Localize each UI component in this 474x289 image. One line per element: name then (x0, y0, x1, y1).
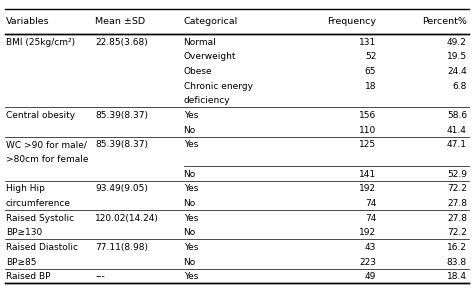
Text: No: No (183, 228, 196, 237)
Text: Yes: Yes (183, 184, 198, 193)
Text: Percent%: Percent% (422, 17, 467, 26)
Text: 74: 74 (365, 214, 376, 223)
Text: 74: 74 (365, 199, 376, 208)
Text: Central obesity: Central obesity (6, 111, 75, 120)
Text: BP≥130: BP≥130 (6, 228, 42, 237)
Text: 125: 125 (359, 140, 376, 149)
Text: Categorical: Categorical (183, 17, 238, 26)
Text: 43: 43 (365, 243, 376, 252)
Text: circumference: circumference (6, 199, 71, 208)
Text: High Hip: High Hip (6, 184, 45, 193)
Text: 27.8: 27.8 (447, 214, 467, 223)
Text: Yes: Yes (183, 243, 198, 252)
Text: No: No (183, 170, 196, 179)
Text: 156: 156 (359, 111, 376, 120)
Text: Mean ±SD: Mean ±SD (95, 17, 146, 26)
Text: 72.2: 72.2 (447, 184, 467, 193)
Text: 72.2: 72.2 (447, 228, 467, 237)
Text: Yes: Yes (183, 272, 198, 281)
Text: 65: 65 (365, 67, 376, 76)
Text: 223: 223 (359, 257, 376, 266)
Text: 120.02(14.24): 120.02(14.24) (95, 214, 159, 223)
Text: 47.1: 47.1 (447, 140, 467, 149)
Text: 6.8: 6.8 (453, 81, 467, 90)
Text: 192: 192 (359, 228, 376, 237)
Text: 41.4: 41.4 (447, 126, 467, 135)
Text: 110: 110 (359, 126, 376, 135)
Text: 85.39(8.37): 85.39(8.37) (95, 111, 148, 120)
Text: 77.11(8.98): 77.11(8.98) (95, 243, 148, 252)
Text: 19.5: 19.5 (447, 52, 467, 61)
Text: Raised BP: Raised BP (6, 272, 50, 281)
Text: 18: 18 (365, 81, 376, 90)
Text: 141: 141 (359, 170, 376, 179)
Text: No: No (183, 257, 196, 266)
Text: Yes: Yes (183, 140, 198, 149)
Text: Obese: Obese (183, 67, 212, 76)
Text: 192: 192 (359, 184, 376, 193)
Text: Raised Diastolic: Raised Diastolic (6, 243, 78, 252)
Text: 83.8: 83.8 (447, 257, 467, 266)
Text: Variables: Variables (6, 17, 49, 26)
Text: >80cm for female: >80cm for female (6, 155, 88, 164)
Text: 49.2: 49.2 (447, 38, 467, 47)
Text: 22.85(3.68): 22.85(3.68) (95, 38, 148, 47)
Text: 58.6: 58.6 (447, 111, 467, 120)
Text: 49: 49 (365, 272, 376, 281)
Text: Chronic energy: Chronic energy (183, 81, 253, 90)
Text: Frequency: Frequency (328, 17, 376, 26)
Text: 85.39(8.37): 85.39(8.37) (95, 140, 148, 149)
Text: deficiency: deficiency (183, 96, 230, 105)
Text: No: No (183, 199, 196, 208)
Text: 52.9: 52.9 (447, 170, 467, 179)
Text: Overweight: Overweight (183, 52, 236, 61)
Text: 93.49(9.05): 93.49(9.05) (95, 184, 148, 193)
Text: 131: 131 (359, 38, 376, 47)
Text: WC >90 for male/: WC >90 for male/ (6, 140, 87, 149)
Text: BP≥85: BP≥85 (6, 257, 36, 266)
Text: Raised Systolic: Raised Systolic (6, 214, 74, 223)
Text: Yes: Yes (183, 111, 198, 120)
Text: 16.2: 16.2 (447, 243, 467, 252)
Text: 24.4: 24.4 (447, 67, 467, 76)
Text: 27.8: 27.8 (447, 199, 467, 208)
Text: 52: 52 (365, 52, 376, 61)
Text: Normal: Normal (183, 38, 216, 47)
Text: BMI (25kg/cm²): BMI (25kg/cm²) (6, 38, 75, 47)
Text: 18.4: 18.4 (447, 272, 467, 281)
Text: No: No (183, 126, 196, 135)
Text: ---: --- (95, 272, 105, 281)
Text: Yes: Yes (183, 214, 198, 223)
